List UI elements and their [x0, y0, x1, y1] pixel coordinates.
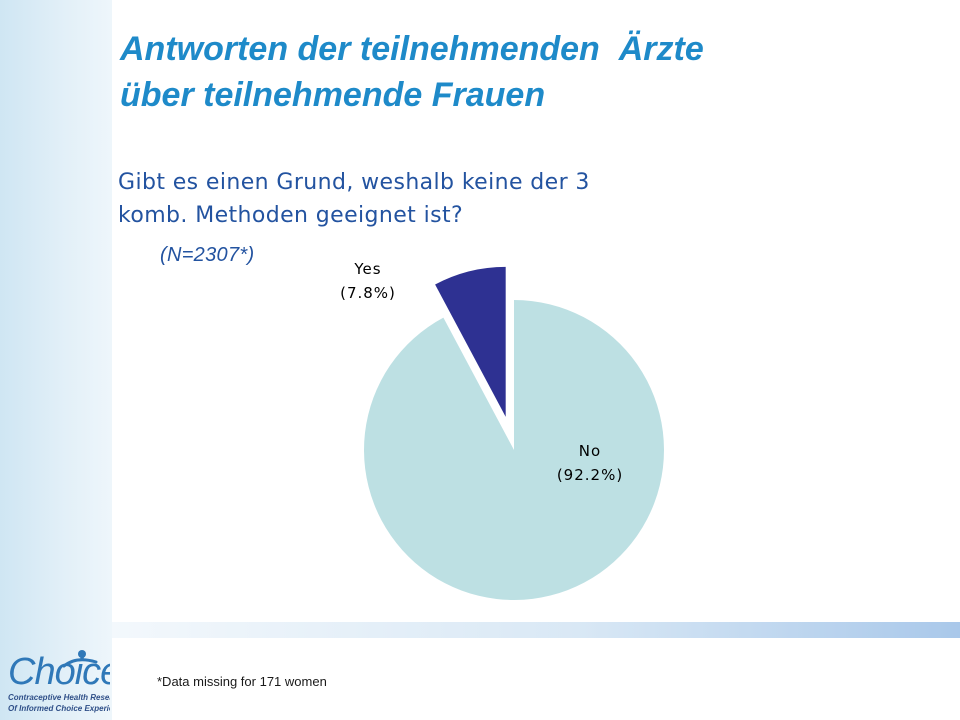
title-line-2: über teilnehmende Frauen — [120, 76, 546, 114]
title-line-1: Antworten der teilnehmenden Ärzte — [120, 30, 704, 68]
pie-slice-no — [363, 300, 664, 600]
logo-wordmark: Choice — [8, 651, 110, 693]
logo-subtitle-line-1: Contraceptive Health Research — [8, 693, 110, 702]
slide-title: Antworten der teilnehmenden Ärzte über t… — [120, 26, 940, 118]
slice-pct-yes: (7.8%) — [340, 284, 396, 302]
choice-logo: Choice Contraceptive Health Research Of … — [8, 650, 110, 713]
sample-size-label: (N=2307*) — [160, 244, 255, 266]
bottom-decorative-band — [112, 622, 960, 638]
footnote: *Data missing for 171 women — [157, 674, 327, 689]
logo-subtitle-line-2: Of Informed Choice Experience — [8, 704, 110, 713]
question-line-1: Gibt es einen Grund, weshalb keine der 3 — [118, 170, 590, 195]
slice-pct-no: (92.2%) — [557, 466, 623, 484]
slice-label-yes: Yes — [353, 260, 381, 278]
slice-label-no: No — [579, 442, 601, 460]
question-line-2: komb. Methoden geeignet ist? — [118, 203, 464, 228]
chart-question: Gibt es einen Grund, weshalb keine der 3… — [118, 166, 590, 232]
logo-figure-icon — [62, 650, 98, 668]
pie-slice-yes — [435, 266, 506, 417]
left-sidebar-band — [0, 0, 112, 720]
